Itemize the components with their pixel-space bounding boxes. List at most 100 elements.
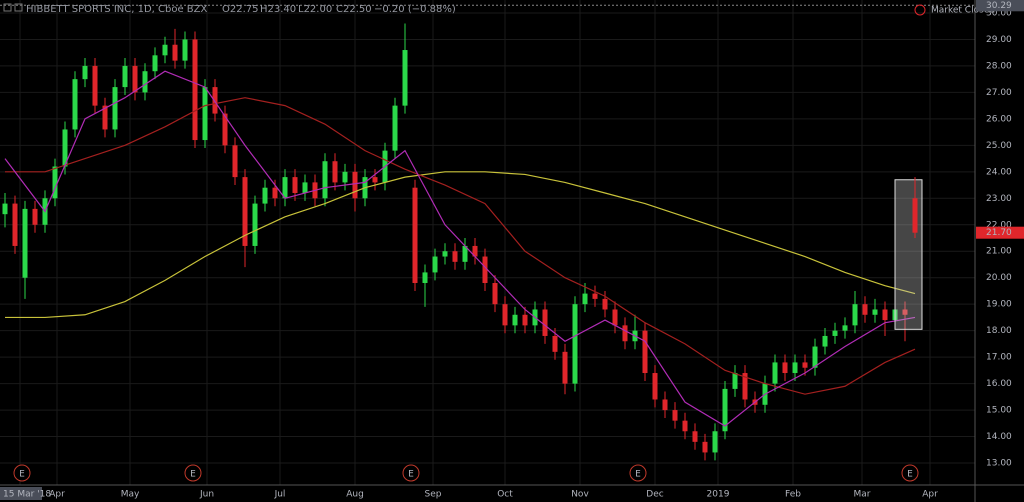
candle-body — [482, 256, 488, 284]
candle-body — [162, 44, 168, 56]
candle-body — [662, 399, 668, 411]
date-label-box — [0, 487, 42, 500]
earnings-marker — [13, 464, 31, 482]
earnings-label: E — [635, 470, 641, 480]
x-tick-label: Mar — [854, 490, 871, 500]
candle-body — [652, 373, 658, 400]
candle-body — [732, 373, 738, 389]
candle-body — [242, 177, 248, 246]
candle-body — [422, 272, 428, 284]
status-icon — [914, 4, 926, 16]
candle-body — [142, 71, 148, 93]
ohlc-low: L22.00 — [298, 4, 332, 15]
x-tick-label: Sep — [425, 490, 442, 500]
candle-body — [792, 362, 798, 374]
ohlc-open: O22.75 — [222, 4, 259, 15]
y-tick-label: 23.00 — [986, 194, 1012, 204]
candle-body — [82, 65, 88, 80]
candle-body — [92, 65, 98, 106]
candle-body — [132, 65, 138, 93]
candle-body — [32, 208, 38, 225]
y-tick-label: 30.00 — [986, 8, 1012, 18]
candle-body — [502, 304, 508, 326]
candle-body — [2, 203, 8, 215]
candle-body — [842, 325, 848, 331]
candle-body — [612, 309, 618, 326]
y-tick-label: 28.00 — [986, 61, 1012, 71]
x-tick-label: Oct — [497, 490, 513, 500]
candle-body — [102, 105, 108, 130]
earnings-marker — [184, 464, 202, 482]
earnings-label: E — [19, 470, 25, 480]
candle-body — [602, 298, 608, 310]
y-tick-label: 13.00 — [986, 459, 1012, 469]
candle-body — [392, 105, 398, 151]
candle-body — [572, 304, 578, 384]
candle-body — [182, 39, 188, 61]
x-tick-label: Jul — [274, 490, 286, 500]
candle-body — [252, 203, 258, 246]
x-tick-label: Aug — [346, 490, 364, 500]
crosshair-price-label: 30.29 — [986, 1, 1012, 11]
candle-body — [152, 55, 158, 72]
y-tick-label: 21.00 — [986, 247, 1012, 257]
icon[interactable] — [3, 3, 12, 12]
icon[interactable] — [14, 3, 23, 12]
y-tick-label: 17.00 — [986, 353, 1012, 363]
candle-body — [432, 256, 438, 273]
candle-body — [112, 87, 118, 130]
earnings-label: E — [190, 470, 196, 480]
candle-body — [272, 187, 278, 199]
candle-body — [232, 145, 238, 178]
candle-body — [742, 373, 748, 400]
symbol-title: HIBBETT SPORTS INC, 1D, Cboe BZX — [26, 4, 208, 15]
candle-body — [492, 283, 498, 305]
candle-body — [462, 245, 468, 262]
y-tick-label: 24.00 — [986, 167, 1012, 177]
candle-body — [622, 325, 628, 342]
x-tick-label: Feb — [785, 490, 801, 500]
y-tick-label: 14.00 — [986, 432, 1012, 442]
candle-body — [472, 245, 478, 257]
candle-body — [322, 161, 328, 199]
candle-body — [442, 251, 448, 257]
candle-body — [912, 198, 918, 233]
candle-body — [222, 113, 228, 146]
candle-body — [692, 431, 698, 442]
x-tick-label: Jun — [199, 490, 214, 500]
y-tick-label: 29.00 — [986, 35, 1012, 45]
candle-body — [282, 177, 288, 199]
earnings-marker — [629, 464, 647, 482]
candle-body — [512, 314, 518, 326]
x-tick-label: Dec — [646, 490, 663, 500]
candle-body — [832, 330, 838, 336]
candle-body — [782, 362, 788, 374]
x-tick-label: 15 Mar '18 — [3, 490, 51, 500]
candle-body — [262, 187, 268, 204]
grid — [0, 0, 975, 485]
candle-body — [202, 87, 208, 141]
candle-body — [302, 182, 308, 193]
moving-average — [4, 70, 916, 427]
y-tick-label: 18.00 — [986, 326, 1012, 336]
ohlc-close: C22.50 — [336, 4, 372, 15]
candle-body — [62, 129, 68, 167]
earnings-marker — [402, 464, 420, 482]
candle-body — [332, 161, 338, 183]
y-tick-label: 19.00 — [986, 300, 1012, 310]
candle-body — [592, 293, 598, 299]
candle-body — [292, 177, 298, 193]
header: HIBBETT SPORTS INC, 1D, Cboe BZX O22.75 … — [3, 3, 995, 16]
candle-body — [642, 330, 648, 374]
candle-body — [402, 50, 408, 106]
candle-body — [562, 351, 568, 384]
candle-body — [122, 65, 128, 88]
candle-body — [552, 335, 558, 352]
candle-body — [682, 420, 688, 432]
candle-body — [852, 304, 858, 326]
x-tick-label: Nov — [571, 490, 589, 500]
candle-body — [522, 314, 528, 326]
candle-body — [452, 251, 458, 262]
